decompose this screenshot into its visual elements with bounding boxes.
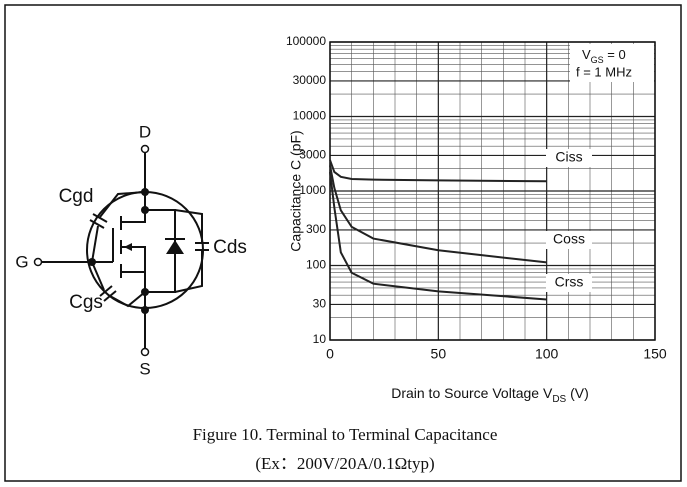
cds-label: Cds	[213, 237, 247, 258]
caption-line: Figure 10. Terminal to Terminal Capacita…	[193, 425, 498, 444]
annotation-rest: = 0	[604, 47, 626, 62]
x-tick-label: 0	[326, 346, 334, 362]
y-axis-label: Capacitance C (pF)	[288, 130, 304, 251]
source-label: S	[139, 359, 150, 378]
series-label: Crss	[555, 274, 584, 290]
y-tick-label: 1000	[299, 183, 326, 197]
y-tick-label: 300	[306, 222, 326, 236]
gate-label: G	[15, 252, 28, 271]
series-label-bg	[546, 231, 592, 249]
cgd-label: Cgd	[59, 186, 94, 207]
y-tick-label: 30	[313, 297, 327, 311]
x-label-sub: DS	[552, 394, 566, 405]
x-axis-label: Drain to Source Voltage VDS (V)	[391, 385, 589, 405]
series-line	[329, 165, 547, 264]
mosfet-schematic	[33, 144, 209, 357]
x-tick-label: 50	[431, 346, 447, 362]
annotation-sub: GS	[591, 55, 604, 65]
y-tick-label: 30000	[293, 73, 327, 87]
annotation: VGS = 0	[582, 47, 626, 65]
series-line	[329, 159, 547, 183]
caption-line: (Ex：200V/20A/0.1Ωtyp)	[255, 454, 434, 473]
y-tick-label: 10000	[293, 109, 327, 123]
series-label-bg	[546, 149, 592, 167]
y-tick-label: 3000	[299, 148, 326, 162]
series-line	[329, 171, 547, 301]
x-tick-label: 150	[643, 346, 667, 362]
x-label-rest: (V)	[566, 385, 589, 401]
series-label: Coss	[553, 231, 585, 247]
annotation-main: V	[582, 47, 591, 62]
y-tick-label: 10	[313, 332, 327, 346]
x-tick-label: 100	[535, 346, 559, 362]
plot-border	[329, 41, 656, 341]
annotation-bg	[570, 44, 654, 82]
x-label-main: Drain to Source Voltage V	[391, 385, 553, 401]
drain-label: D	[139, 122, 151, 141]
series-label: Ciss	[555, 149, 582, 165]
cgs-label: Cgs	[69, 292, 103, 313]
annotation: f = 1 MHz	[576, 64, 632, 79]
y-tick-label: 100000	[286, 34, 326, 48]
y-tick-label: 100	[306, 258, 326, 272]
series-label-bg	[546, 274, 592, 292]
